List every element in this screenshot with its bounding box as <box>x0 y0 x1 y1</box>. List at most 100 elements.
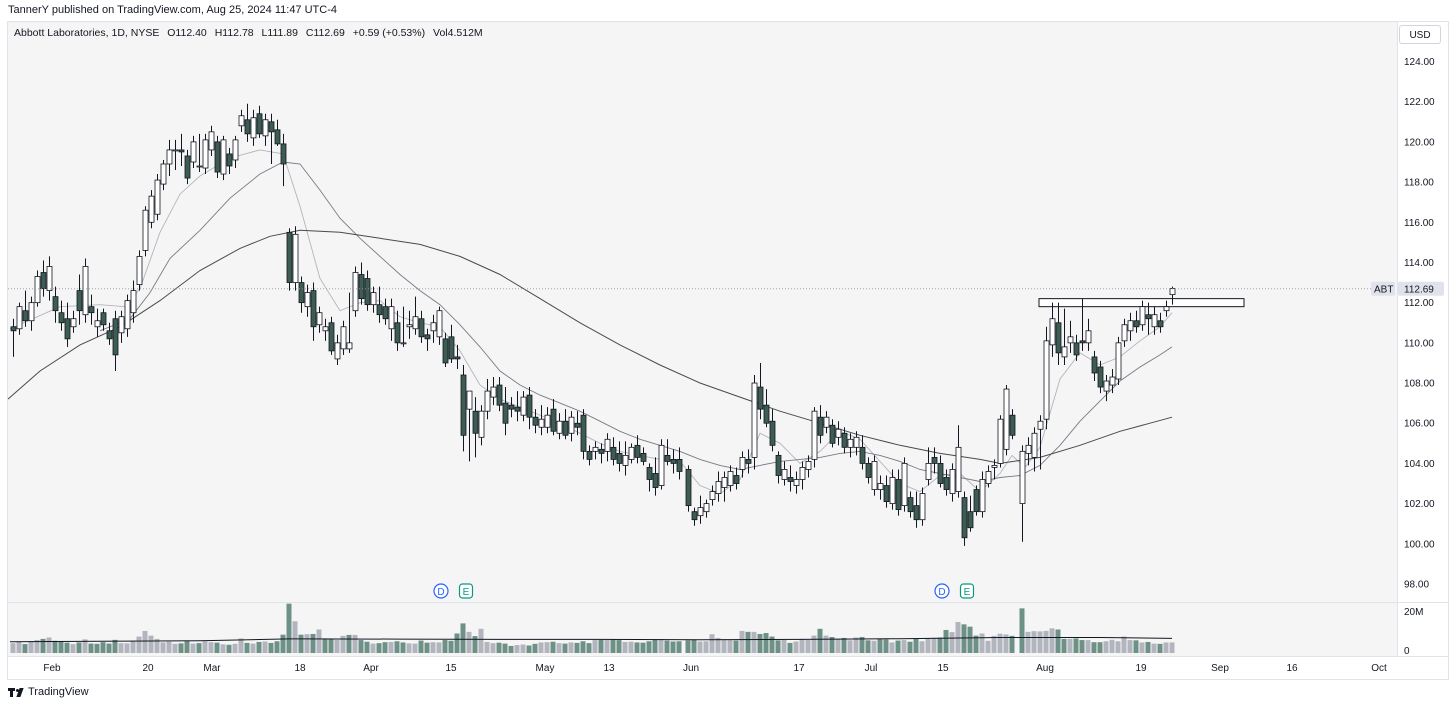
candle <box>1019 445 1026 542</box>
earnings-marker[interactable]: E <box>959 583 975 599</box>
dividend-marker[interactable]: D <box>433 583 449 599</box>
candle <box>931 447 938 474</box>
volume-bar <box>550 641 556 653</box>
candle <box>907 491 914 518</box>
candle-body <box>100 312 107 326</box>
candle <box>1103 375 1110 402</box>
volume-bar <box>472 636 478 653</box>
candle <box>124 294 131 337</box>
volume-bar <box>412 643 418 653</box>
volume-bar <box>1133 640 1139 653</box>
volume-bar <box>604 640 610 653</box>
volume-bar <box>685 640 691 653</box>
candle-body <box>172 149 179 152</box>
candle-body <box>787 477 794 482</box>
volume-bar <box>895 640 901 653</box>
candle <box>268 113 275 164</box>
candle <box>64 302 71 347</box>
candle <box>715 471 722 502</box>
legend-close: C112.69 <box>305 27 345 39</box>
volume-bar <box>556 643 562 653</box>
candle <box>274 119 281 146</box>
volume-bar <box>262 641 268 653</box>
candle-body <box>136 256 143 285</box>
candle-body <box>709 491 716 500</box>
candle-body <box>322 326 329 332</box>
candle-body <box>1049 318 1056 346</box>
candle <box>202 133 209 175</box>
time-tick-label: Jun <box>683 663 699 674</box>
candle <box>1043 326 1050 430</box>
volume-bar <box>220 644 226 653</box>
volume-bar <box>817 628 823 653</box>
resistance-box[interactable] <box>1038 298 1245 308</box>
candle-body <box>745 459 752 464</box>
candle <box>172 139 179 171</box>
candle <box>640 447 647 466</box>
candle <box>340 320 347 355</box>
volume-bar <box>1145 641 1151 653</box>
volume-bar <box>52 640 58 653</box>
candle <box>685 465 692 512</box>
footer: TradingView <box>8 686 89 698</box>
price-tick-label: 124.00 <box>1404 57 1435 68</box>
volume-bar <box>847 640 853 653</box>
candle <box>514 391 521 422</box>
time-tick-label: 15 <box>445 663 457 674</box>
candle <box>634 435 641 464</box>
volume-bar <box>526 645 532 653</box>
candle <box>739 451 746 478</box>
candle <box>841 427 848 454</box>
time-tick-label: 18 <box>294 663 306 674</box>
candle-body <box>955 446 962 492</box>
candle <box>604 433 611 462</box>
candle <box>877 475 884 500</box>
candle <box>1085 318 1092 351</box>
candle <box>628 443 635 464</box>
candle-body <box>901 463 908 507</box>
candles <box>10 103 1176 546</box>
volume-bar <box>76 642 82 653</box>
earnings-marker[interactable]: E <box>458 583 474 599</box>
candle <box>370 286 377 313</box>
volume-bar <box>1115 641 1121 653</box>
candle <box>985 465 992 488</box>
candle-body <box>220 139 227 175</box>
candle-body <box>1031 432 1038 458</box>
candle <box>28 296 35 331</box>
dividend-marker[interactable]: D <box>934 583 950 599</box>
candle-body <box>364 278 371 306</box>
currency-button[interactable]: USD <box>1399 25 1441 44</box>
candle-body <box>16 306 23 330</box>
volume-bar <box>973 635 979 653</box>
candle-body <box>1157 320 1164 328</box>
volume-bar <box>238 638 244 653</box>
volume-bar <box>538 642 544 653</box>
price-tick-label: 114.00 <box>1404 258 1434 269</box>
candle-body <box>1043 340 1050 420</box>
candle-body <box>640 452 647 462</box>
volume-bar <box>985 640 991 653</box>
candle-body <box>799 467 806 480</box>
volume-bar <box>691 639 697 653</box>
volume-bar <box>322 638 328 653</box>
last-price-tag-bg <box>1398 281 1444 296</box>
price-tick-label: 118.00 <box>1404 178 1434 189</box>
volume-bar <box>901 640 907 653</box>
candle <box>70 310 77 333</box>
volume-bar <box>454 633 460 653</box>
volume-bar <box>334 639 340 653</box>
candle <box>691 507 698 526</box>
candle-body <box>538 418 545 428</box>
candle <box>901 457 908 512</box>
candle <box>592 441 599 460</box>
volume-bar <box>154 638 160 653</box>
footer-brand[interactable]: TradingView <box>28 686 89 698</box>
candle-body <box>454 356 461 360</box>
candle-body <box>76 290 83 312</box>
candle-body <box>775 454 782 476</box>
candle-body <box>889 477 896 505</box>
candle <box>130 280 137 323</box>
volume-bar <box>166 641 172 653</box>
